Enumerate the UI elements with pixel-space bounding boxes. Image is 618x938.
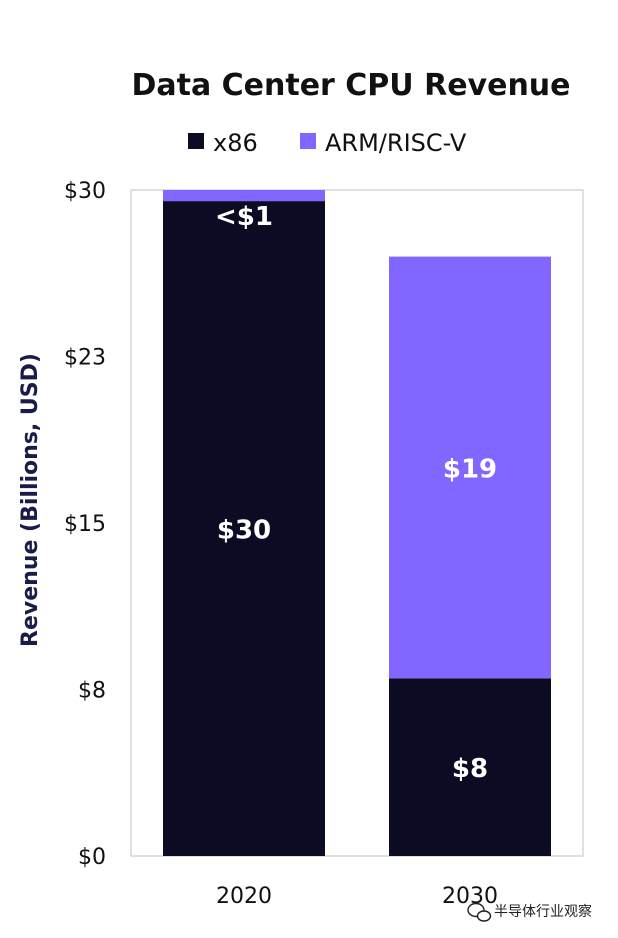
y-axis-label: Revenue (Billions, USD) bbox=[18, 353, 43, 647]
data-label-2030-x86: $8 bbox=[452, 754, 488, 784]
bar-2020-x86 bbox=[163, 201, 325, 857]
legend-label-x86: x86 bbox=[213, 129, 258, 157]
x-tick-label-2020: 2020 bbox=[216, 884, 272, 909]
data-label-2020-x86: $30 bbox=[217, 516, 271, 546]
y-axis-ticks: $0 $8 $15 $23 $30 bbox=[64, 179, 106, 870]
chart-title: Data Center CPU Revenue bbox=[131, 68, 570, 103]
x-axis-ticks: 2020 2030 bbox=[216, 884, 498, 909]
wechat-icon bbox=[467, 902, 492, 922]
y-tick-label: $15 bbox=[64, 512, 106, 537]
y-tick-label: $8 bbox=[78, 679, 106, 704]
y-tick-label: $0 bbox=[78, 845, 106, 870]
bar-2030-x86 bbox=[389, 678, 551, 856]
plot-area bbox=[130, 189, 584, 857]
legend: x86 ARM/RISC-V bbox=[188, 129, 467, 157]
legend-swatch-arm-risc-v bbox=[300, 133, 316, 149]
legend-label-arm-risc-v: ARM/RISC-V bbox=[325, 129, 467, 157]
watermark: 半导体行业观察 bbox=[467, 902, 592, 922]
data-label-2030-arm-risc-v: $19 bbox=[443, 455, 497, 485]
bar-2030-arm-risc-v bbox=[389, 256, 551, 679]
y-tick-label: $30 bbox=[64, 179, 106, 204]
y-tick-label: $23 bbox=[64, 346, 106, 371]
bars: $30 <$1 $8 $19 bbox=[163, 190, 551, 857]
bar-2020-arm-risc-v bbox=[163, 190, 325, 202]
watermark-text: 半导体行业观察 bbox=[494, 903, 592, 920]
legend-swatch-x86 bbox=[188, 133, 204, 149]
data-label-2020-arm-risc-v: <$1 bbox=[215, 202, 273, 232]
